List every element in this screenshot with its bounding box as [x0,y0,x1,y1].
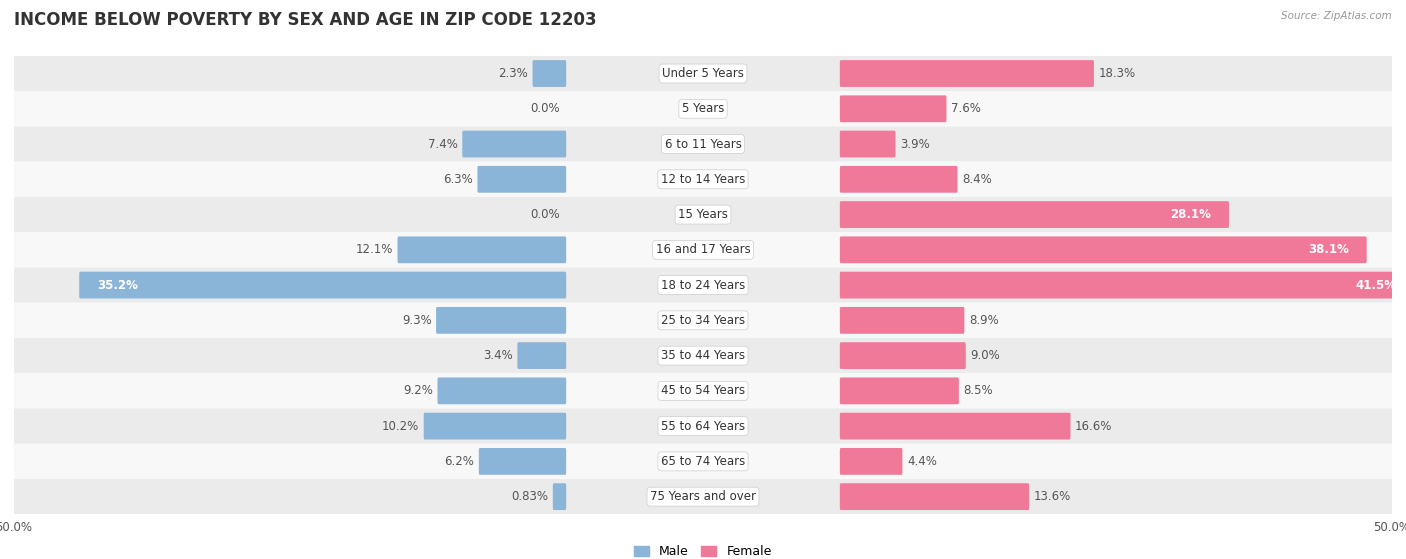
FancyBboxPatch shape [517,342,567,369]
FancyBboxPatch shape [839,272,1406,299]
Text: 3.4%: 3.4% [484,349,513,362]
Text: 38.1%: 38.1% [1309,243,1350,257]
Text: 8.5%: 8.5% [963,385,993,397]
Text: 6 to 11 Years: 6 to 11 Years [665,138,741,150]
Text: 6.3%: 6.3% [443,173,472,186]
Text: 9.3%: 9.3% [402,314,432,327]
Text: 12.1%: 12.1% [356,243,392,257]
FancyBboxPatch shape [0,338,1406,373]
Text: 0.0%: 0.0% [530,102,560,115]
FancyBboxPatch shape [423,413,567,439]
FancyBboxPatch shape [0,56,1406,91]
FancyBboxPatch shape [839,377,959,404]
Text: 12 to 14 Years: 12 to 14 Years [661,173,745,186]
FancyBboxPatch shape [463,131,567,158]
FancyBboxPatch shape [0,232,1406,267]
FancyBboxPatch shape [0,373,1406,409]
FancyBboxPatch shape [436,307,567,334]
FancyBboxPatch shape [839,166,957,193]
Text: 41.5%: 41.5% [1355,278,1396,292]
FancyBboxPatch shape [533,60,567,87]
FancyBboxPatch shape [839,131,896,158]
Text: 0.0%: 0.0% [530,208,560,221]
Text: 13.6%: 13.6% [1033,490,1071,503]
FancyBboxPatch shape [478,166,567,193]
Text: 8.4%: 8.4% [962,173,991,186]
FancyBboxPatch shape [0,162,1406,197]
Text: 8.9%: 8.9% [969,314,998,327]
FancyBboxPatch shape [839,236,1367,263]
FancyBboxPatch shape [839,483,1029,510]
FancyBboxPatch shape [839,413,1070,439]
FancyBboxPatch shape [839,96,946,122]
Text: 5 Years: 5 Years [682,102,724,115]
FancyBboxPatch shape [0,91,1406,126]
FancyBboxPatch shape [479,448,567,475]
FancyBboxPatch shape [839,342,966,369]
Text: 28.1%: 28.1% [1171,208,1212,221]
Text: 18.3%: 18.3% [1098,67,1136,80]
Text: 55 to 64 Years: 55 to 64 Years [661,420,745,433]
Text: 0.83%: 0.83% [512,490,548,503]
FancyBboxPatch shape [839,60,1094,87]
FancyBboxPatch shape [0,409,1406,444]
Text: INCOME BELOW POVERTY BY SEX AND AGE IN ZIP CODE 12203: INCOME BELOW POVERTY BY SEX AND AGE IN Z… [14,11,596,29]
Text: 3.9%: 3.9% [900,138,929,150]
Text: 16 and 17 Years: 16 and 17 Years [655,243,751,257]
Text: 45 to 54 Years: 45 to 54 Years [661,385,745,397]
FancyBboxPatch shape [839,448,903,475]
Legend: Male, Female: Male, Female [630,540,776,559]
Text: 9.0%: 9.0% [970,349,1000,362]
FancyBboxPatch shape [0,126,1406,162]
FancyBboxPatch shape [553,483,567,510]
Text: 6.2%: 6.2% [444,455,474,468]
Text: Under 5 Years: Under 5 Years [662,67,744,80]
Text: 18 to 24 Years: 18 to 24 Years [661,278,745,292]
Text: 7.4%: 7.4% [427,138,458,150]
FancyBboxPatch shape [437,377,567,404]
Text: 7.6%: 7.6% [950,102,981,115]
Text: 35.2%: 35.2% [97,278,138,292]
Text: 4.4%: 4.4% [907,455,936,468]
Text: 25 to 34 Years: 25 to 34 Years [661,314,745,327]
Text: 35 to 44 Years: 35 to 44 Years [661,349,745,362]
FancyBboxPatch shape [398,236,567,263]
FancyBboxPatch shape [0,197,1406,232]
Text: 75 Years and over: 75 Years and over [650,490,756,503]
FancyBboxPatch shape [0,267,1406,303]
FancyBboxPatch shape [0,303,1406,338]
Text: Source: ZipAtlas.com: Source: ZipAtlas.com [1281,11,1392,21]
Text: 2.3%: 2.3% [498,67,529,80]
Text: 9.2%: 9.2% [404,385,433,397]
Text: 65 to 74 Years: 65 to 74 Years [661,455,745,468]
FancyBboxPatch shape [839,201,1229,228]
FancyBboxPatch shape [79,272,567,299]
Text: 16.6%: 16.6% [1076,420,1112,433]
FancyBboxPatch shape [0,444,1406,479]
Text: 15 Years: 15 Years [678,208,728,221]
FancyBboxPatch shape [839,307,965,334]
Text: 10.2%: 10.2% [382,420,419,433]
FancyBboxPatch shape [0,479,1406,514]
